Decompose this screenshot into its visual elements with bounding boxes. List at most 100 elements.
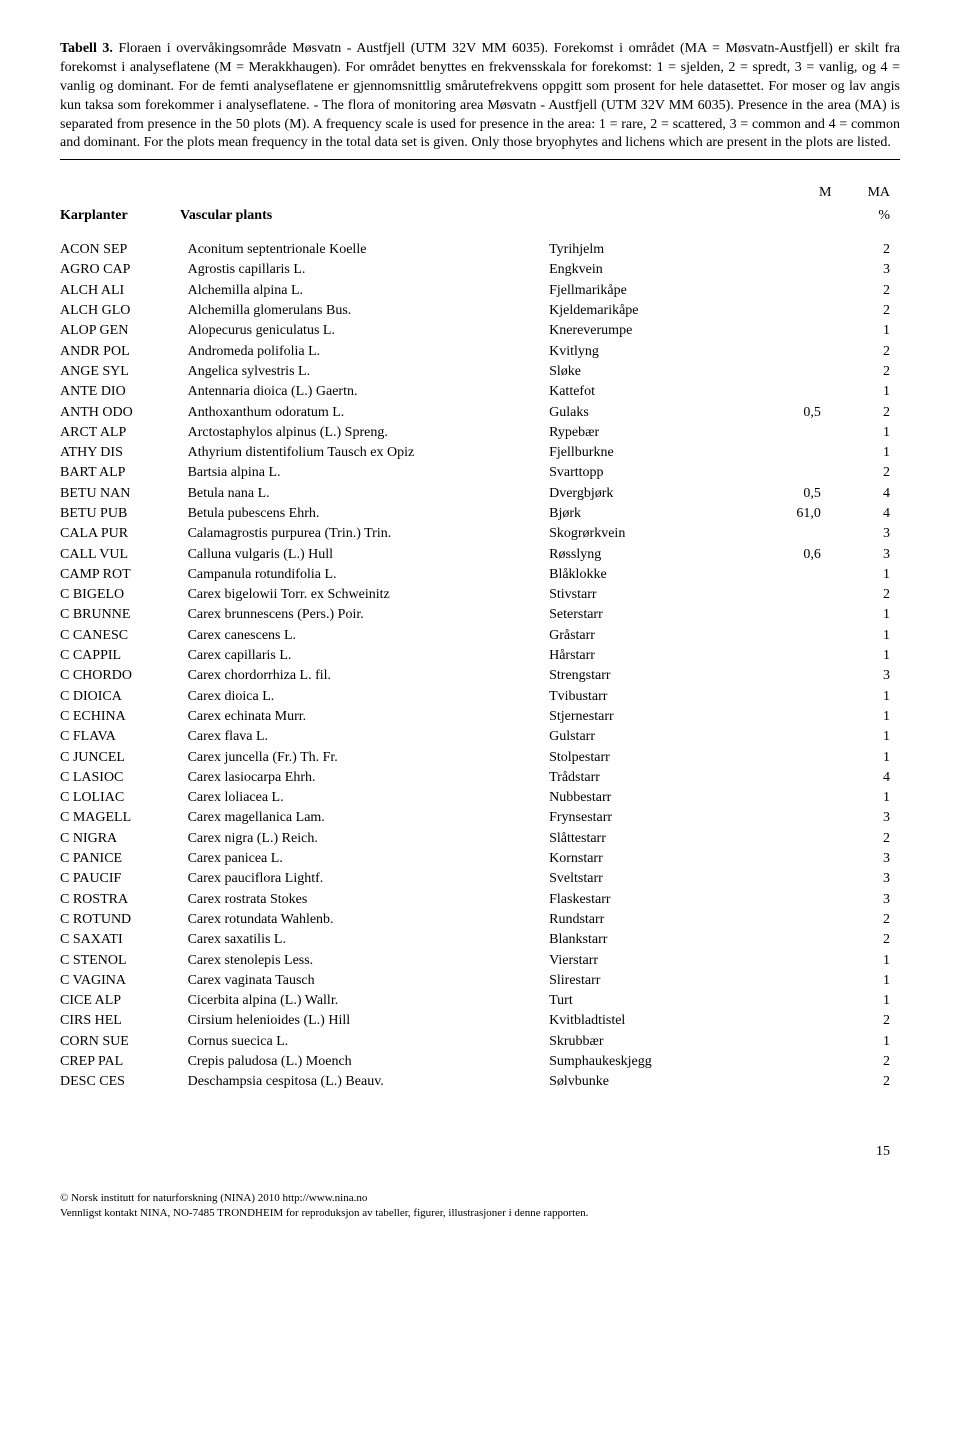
species-m-value: [762, 281, 831, 301]
species-norwegian: Tvibustarr: [549, 687, 762, 707]
species-code: C BIGELO: [60, 585, 188, 605]
table-row: CAMP ROTCampanula rotundifolia L.Blåklok…: [60, 565, 900, 585]
table-row: C FLAVACarex flava L.Gulstarr1: [60, 727, 900, 747]
species-latin: Carex juncella (Fr.) Th. Fr.: [188, 748, 550, 768]
species-ma-value: 1: [831, 687, 900, 707]
species-norwegian: Stolpestarr: [549, 748, 762, 768]
species-code: ACON SEP: [60, 240, 188, 260]
species-m-value: [762, 443, 831, 463]
species-m-value: [762, 605, 831, 625]
species-m-value: [762, 829, 831, 849]
species-m-value: [762, 524, 831, 544]
table-row: C JUNCELCarex juncella (Fr.) Th. Fr.Stol…: [60, 748, 900, 768]
species-m-value: [762, 707, 831, 727]
species-code: ALOP GEN: [60, 321, 188, 341]
species-ma-value: 3: [831, 666, 900, 686]
species-m-value: [762, 646, 831, 666]
species-m-value: [762, 951, 831, 971]
species-code: ALCH GLO: [60, 301, 188, 321]
table-row: ANTE DIOAntennaria dioica (L.) Gaertn.Ka…: [60, 382, 900, 402]
table-row: C CAPPILCarex capillaris L.Hårstarr1: [60, 646, 900, 666]
species-code: C BRUNNE: [60, 605, 188, 625]
species-code: ARCT ALP: [60, 423, 188, 443]
species-norwegian: Rypebær: [549, 423, 762, 443]
footer-line-2: Vennligst kontakt NINA, NO-7485 TRONDHEI…: [60, 1206, 900, 1221]
species-latin: Agrostis capillaris L.: [188, 260, 550, 280]
species-ma-value: 1: [831, 321, 900, 341]
caption-text: Floraen i overvåkingsområde Møsvatn - Au…: [60, 41, 900, 150]
divider: [60, 159, 900, 160]
species-norwegian: Flaskestarr: [549, 890, 762, 910]
table-row: ATHY DISAthyrium distentifolium Tausch e…: [60, 443, 900, 463]
species-ma-value: 2: [831, 585, 900, 605]
species-norwegian: Sveltstarr: [549, 869, 762, 889]
species-code: BART ALP: [60, 463, 188, 483]
table-row: ANDR POLAndromeda polifolia L.Kvitlyng2: [60, 342, 900, 362]
species-code: CALL VUL: [60, 545, 188, 565]
species-code: C MAGELL: [60, 808, 188, 828]
species-m-value: 0,6: [762, 545, 831, 565]
species-code: ANDR POL: [60, 342, 188, 362]
species-norwegian: Sløke: [549, 362, 762, 382]
species-latin: Carex capillaris L.: [188, 646, 550, 666]
species-norwegian: Svarttopp: [549, 463, 762, 483]
species-m-value: [762, 666, 831, 686]
species-ma-value: 3: [831, 545, 900, 565]
column-header-row-1: M MA: [60, 184, 900, 203]
species-latin: Carex bigelowii Torr. ex Schweinitz: [188, 585, 550, 605]
table-row: C ROTUNDCarex rotundata Wahlenb.Rundstar…: [60, 910, 900, 930]
species-ma-value: 2: [831, 281, 900, 301]
species-norwegian: Røsslyng: [549, 545, 762, 565]
species-latin: Carex chordorrhiza L. fil.: [188, 666, 550, 686]
species-ma-value: 1: [831, 788, 900, 808]
species-norwegian: Kjeldemarikåpe: [549, 301, 762, 321]
species-latin: Andromeda polifolia L.: [188, 342, 550, 362]
species-ma-value: 2: [831, 362, 900, 382]
vascular-label: Vascular plants: [180, 207, 500, 226]
species-latin: Carex lasiocarpa Ehrh.: [188, 768, 550, 788]
species-code: C CHORDO: [60, 666, 188, 686]
species-latin: Anthoxanthum odoratum L.: [188, 403, 550, 423]
species-code: ALCH ALI: [60, 281, 188, 301]
species-m-value: [762, 849, 831, 869]
table-row: C ECHINACarex echinata Murr.Stjernestarr…: [60, 707, 900, 727]
species-ma-value: 1: [831, 423, 900, 443]
species-ma-value: 2: [831, 930, 900, 950]
species-latin: Carex loliacea L.: [188, 788, 550, 808]
species-norwegian: Skogrørkvein: [549, 524, 762, 544]
species-norwegian: Bjørk: [549, 504, 762, 524]
species-m-value: [762, 1032, 831, 1052]
species-latin: Carex vaginata Tausch: [188, 971, 550, 991]
species-code: C NIGRA: [60, 829, 188, 849]
table-row: C STENOLCarex stenolepis Less.Vierstarr1: [60, 951, 900, 971]
species-latin: Carex panicea L.: [188, 849, 550, 869]
species-norwegian: Kvitbladtistel: [549, 1011, 762, 1031]
species-m-value: 0,5: [762, 484, 831, 504]
species-code: C FLAVA: [60, 727, 188, 747]
species-code: C ROSTRA: [60, 890, 188, 910]
species-latin: Crepis paludosa (L.) Moench: [188, 1052, 550, 1072]
species-latin: Betula pubescens Ehrh.: [188, 504, 550, 524]
species-latin: Alchemilla alpina L.: [188, 281, 550, 301]
species-ma-value: 1: [831, 727, 900, 747]
species-ma-value: 2: [831, 240, 900, 260]
species-m-value: [762, 910, 831, 930]
species-m-value: [762, 727, 831, 747]
species-ma-value: 3: [831, 524, 900, 544]
species-ma-value: 1: [831, 382, 900, 402]
species-ma-value: 4: [831, 768, 900, 788]
species-m-value: [762, 930, 831, 950]
species-norwegian: Trådstarr: [549, 768, 762, 788]
species-latin: Carex echinata Murr.: [188, 707, 550, 727]
species-code: C ROTUND: [60, 910, 188, 930]
species-m-value: [762, 991, 831, 1011]
species-m-value: [762, 301, 831, 321]
table-row: CORN SUECornus suecica L.Skrubbær1: [60, 1032, 900, 1052]
table-row: C LASIOCCarex lasiocarpa Ehrh.Trådstarr4: [60, 768, 900, 788]
species-m-value: [762, 585, 831, 605]
table-row: C PANICECarex panicea L.Kornstarr3: [60, 849, 900, 869]
species-norwegian: Nubbestarr: [549, 788, 762, 808]
species-latin: Carex canescens L.: [188, 626, 550, 646]
species-latin: Carex dioica L.: [188, 687, 550, 707]
species-ma-value: 1: [831, 565, 900, 585]
